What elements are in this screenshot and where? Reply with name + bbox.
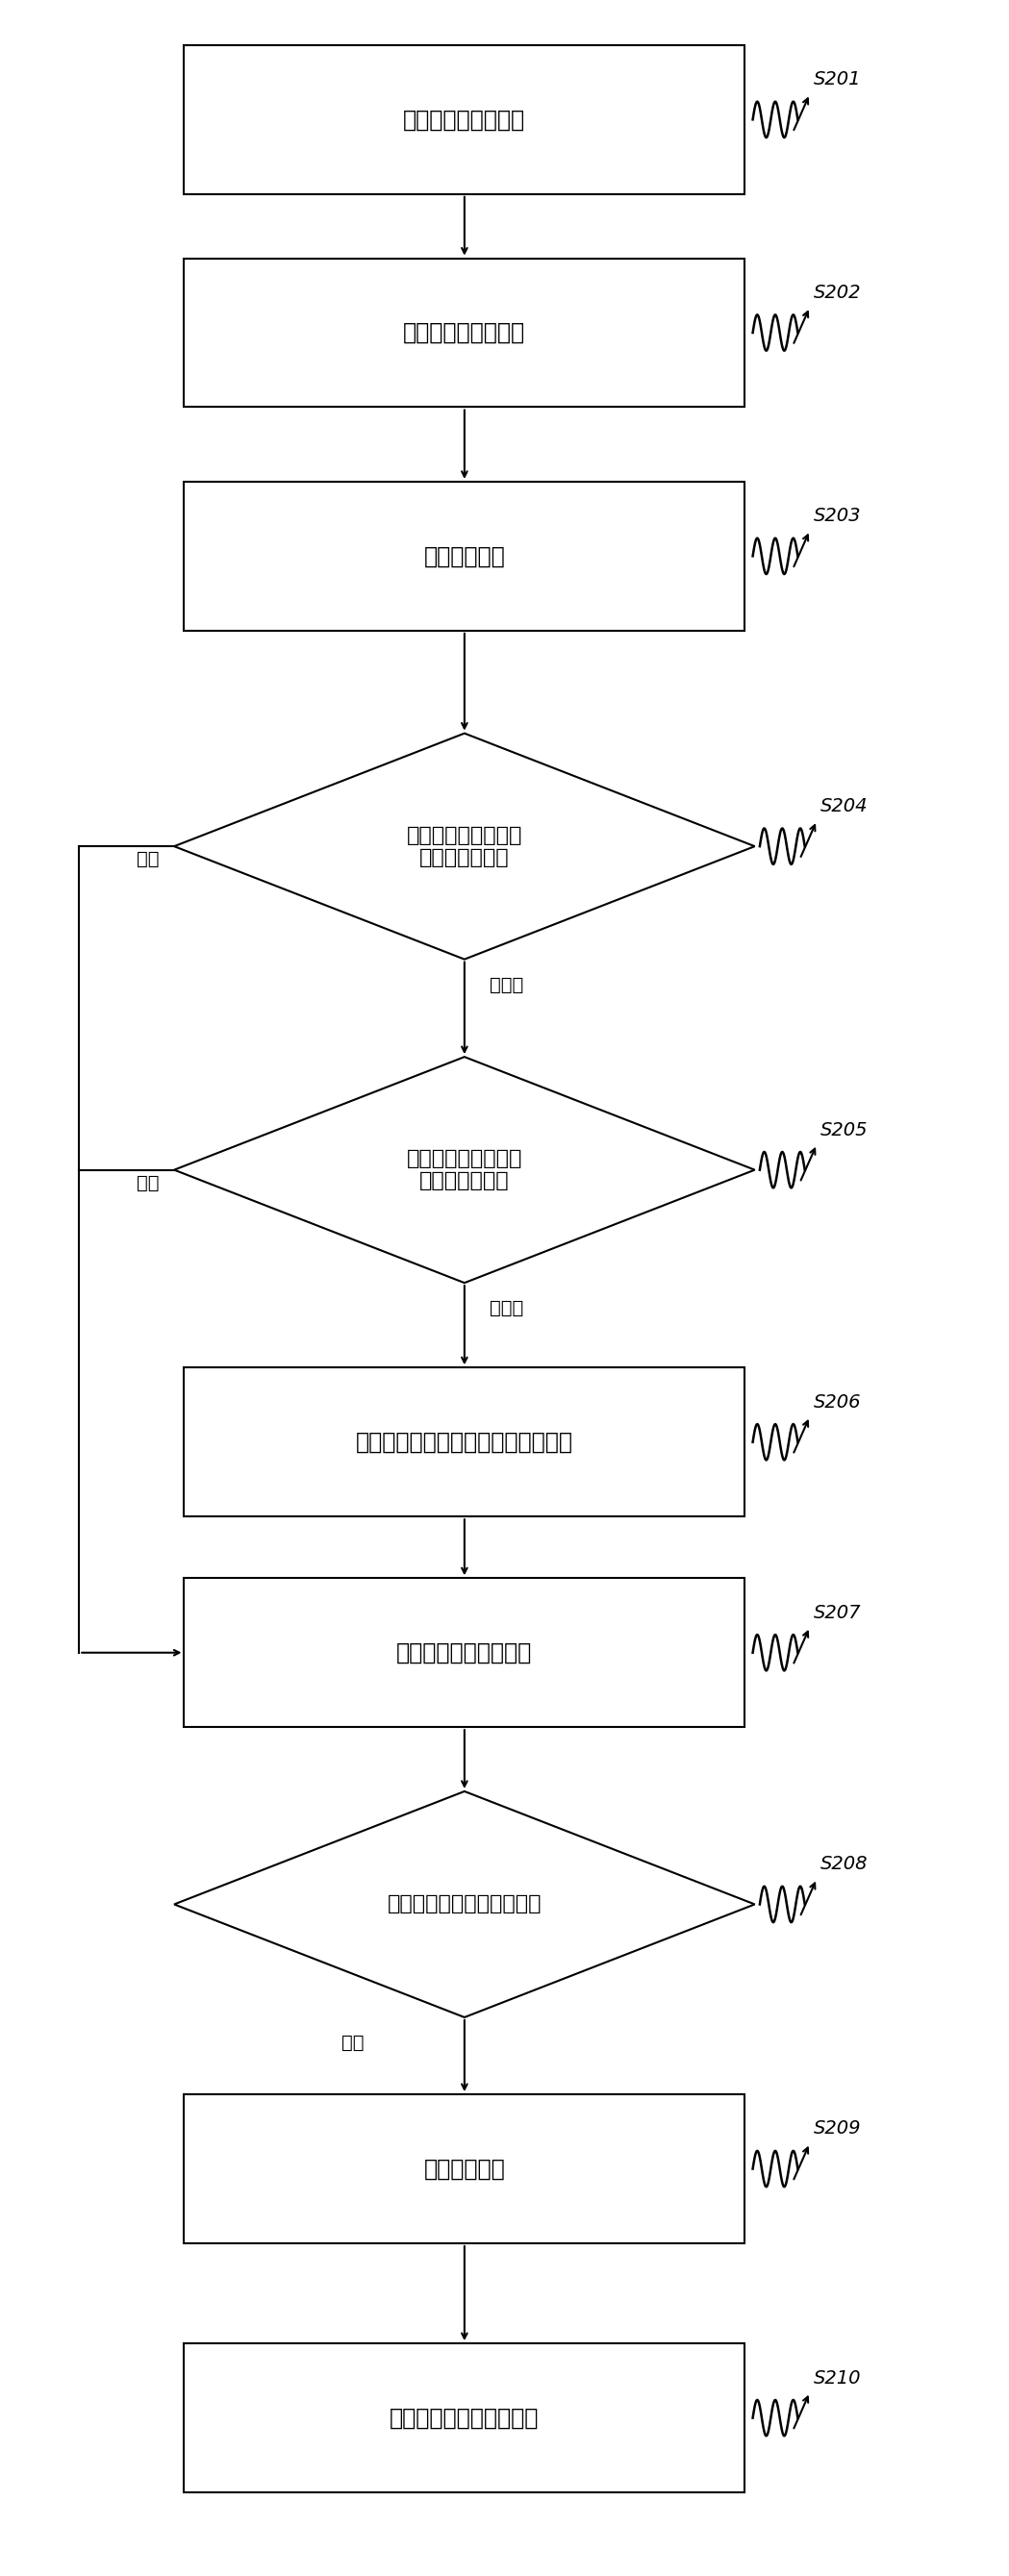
Text: S204: S204: [820, 796, 869, 817]
Text: 无误: 无误: [342, 2035, 364, 2053]
Text: 植入埋点控件: 植入埋点控件: [424, 2156, 506, 2179]
Text: 不存在: 不存在: [489, 1298, 524, 1319]
FancyBboxPatch shape: [185, 1368, 745, 1517]
Text: 不存在: 不存在: [489, 976, 524, 994]
Text: 判断相邻视图中是否
存在相关的代码: 判断相邻视图中是否 存在相关的代码: [407, 1149, 523, 1190]
Text: 定位目标视图: 定位目标视图: [424, 544, 506, 567]
Text: 存在: 存在: [136, 850, 159, 868]
Text: 将目标视图进行截图获取相关的代码: 将目标视图进行截图获取相关的代码: [356, 1430, 573, 1453]
Text: S201: S201: [814, 70, 862, 88]
Text: S210: S210: [814, 2370, 862, 2388]
Text: S202: S202: [814, 283, 862, 301]
Text: 显示被选定视图的图像: 显示被选定视图的图像: [397, 1641, 533, 1664]
Text: 判断当前视图中是否
存在相关的代码: 判断当前视图中是否 存在相关的代码: [407, 824, 523, 868]
Text: 对目标视图进行触发: 对目标视图进行触发: [404, 322, 526, 345]
Text: 中断控制事件的输入: 中断控制事件的输入: [404, 108, 526, 131]
FancyBboxPatch shape: [185, 258, 745, 407]
FancyBboxPatch shape: [185, 2344, 745, 2494]
Polygon shape: [175, 1056, 755, 1283]
Polygon shape: [175, 1790, 755, 2017]
FancyBboxPatch shape: [185, 46, 745, 193]
Text: 将埋点事件代码进行上报: 将埋点事件代码进行上报: [389, 2406, 539, 2429]
FancyBboxPatch shape: [185, 2094, 745, 2244]
FancyBboxPatch shape: [185, 482, 745, 631]
Text: 存在: 存在: [136, 1175, 159, 1193]
Text: S207: S207: [814, 1605, 862, 1623]
Text: S209: S209: [814, 2120, 862, 2138]
Text: S203: S203: [814, 507, 862, 526]
Text: 判断所显示的图像是否有误: 判断所显示的图像是否有误: [387, 1896, 542, 1914]
Text: S206: S206: [814, 1394, 862, 1412]
Polygon shape: [175, 734, 755, 958]
Text: S208: S208: [820, 1855, 869, 1873]
Text: S205: S205: [820, 1121, 869, 1139]
FancyBboxPatch shape: [185, 1579, 745, 1726]
